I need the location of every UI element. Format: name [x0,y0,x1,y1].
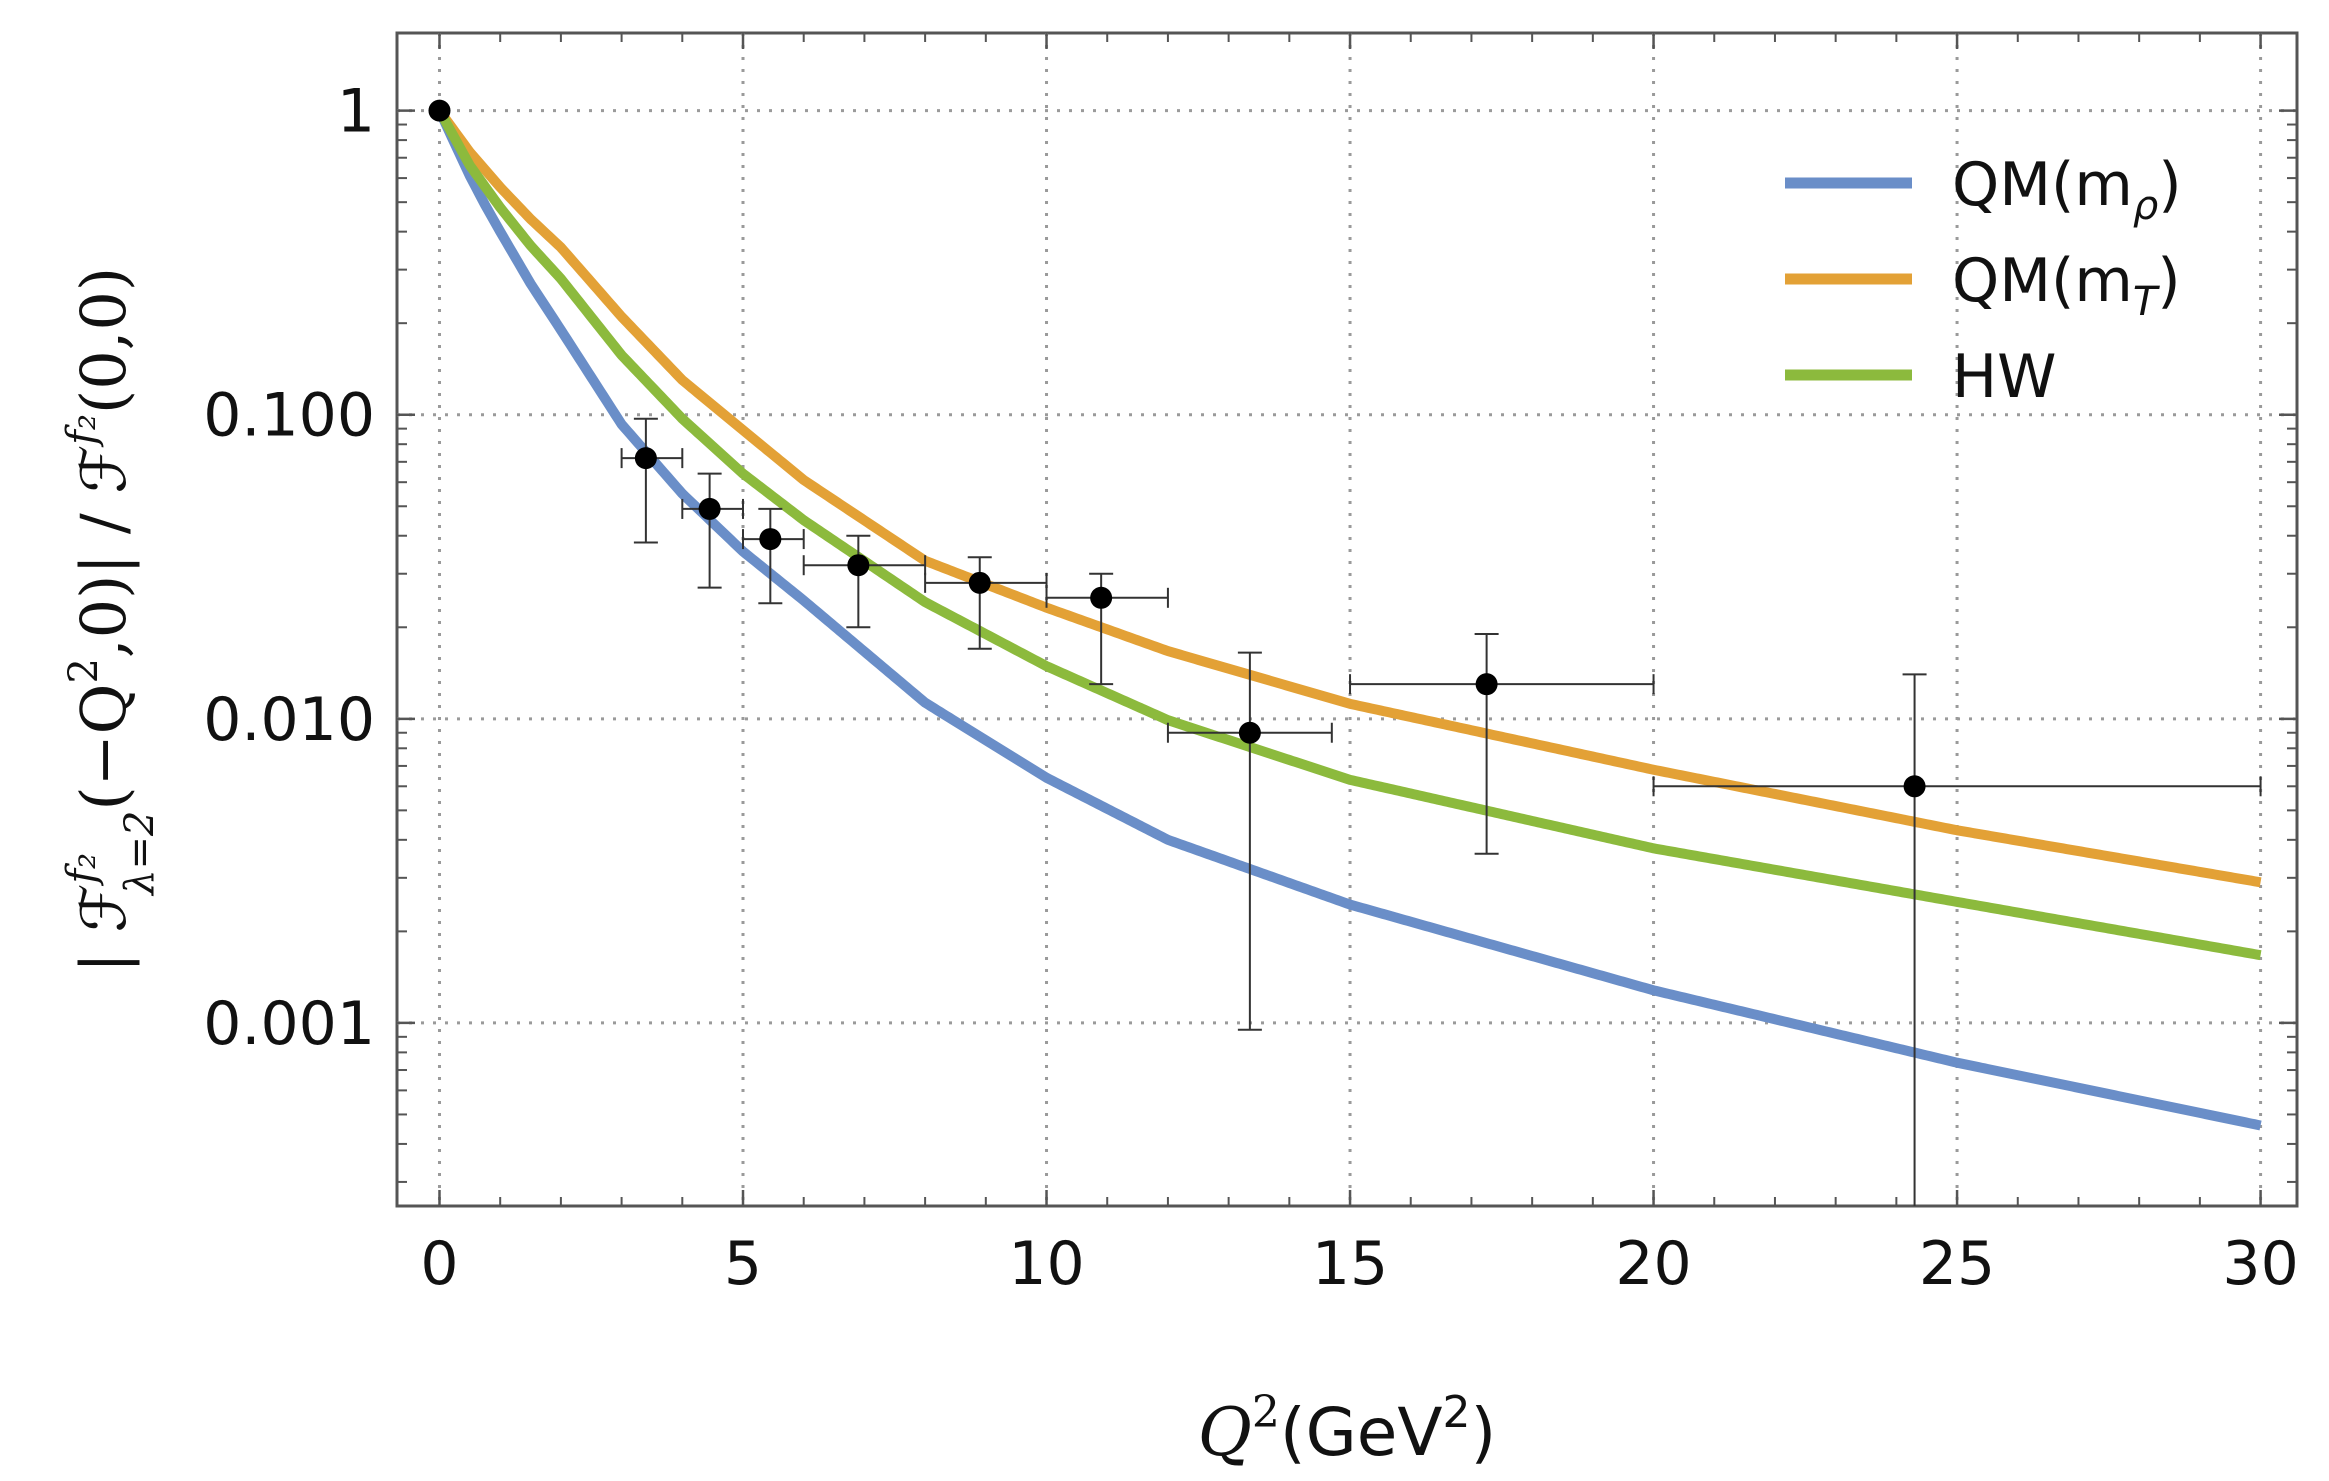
x-axis-title-unit-sup: 2 [1443,1387,1471,1438]
data-point-marker [1903,775,1926,798]
series-line-3 [435,108,2263,961]
legend-label-1: QM(mρ) [1952,150,2182,229]
legend-label-3: HW [1952,342,2056,412]
grid-layer [397,33,2297,1206]
y-axis-title-part4: (0,0) [67,267,140,414]
x-tick-label: 5 [724,1229,762,1299]
legend-label-main: HW [1952,342,2056,412]
data-point [1045,572,1169,686]
legend-label-close: ) [2157,246,2180,316]
legend-label-main: QM(m [1952,150,2133,220]
legend-label-sub: T [2133,279,2161,325]
data-point [742,507,805,605]
x-axis-title-unit: (GeV [1280,1394,1443,1471]
x-tick-label: 25 [1919,1229,1995,1299]
data-point [802,534,927,629]
x-axis-title-close: ) [1471,1394,1497,1471]
data-points-layer [428,99,2262,1206]
y-tick-label: 0.010 [203,685,375,755]
y-tick-label: 1 [337,77,375,147]
y-axis-title: | ℱf₂ λ=2(−Q2,0)| / ℱf₂(0,0) [59,267,163,973]
data-point-marker [1090,586,1113,609]
ticks-layer: 0 5 10 15 20 25 30 1 0.100 0.010 0.001 [203,33,2299,1299]
legend-label-sub: ρ [2133,183,2158,229]
x-tick-label: 0 [420,1229,458,1299]
data-point-marker [698,497,721,520]
data-point-marker [847,554,870,577]
data-point-marker [634,447,657,470]
series-line-2 [435,107,2263,888]
legend-label-2: QM(mT) [1952,246,2181,325]
x-axis-title: Q2(GeV2) [1198,1387,1497,1471]
y-axis-title-part3: ,0)| / ℱ [67,445,140,658]
y-tick-label: 0.100 [203,381,375,451]
data-point [1166,651,1333,1031]
x-tick-label: 20 [1615,1229,1691,1299]
data-point [428,99,451,122]
data-point-marker [1238,721,1261,744]
data-point-marker [968,571,991,594]
plot-frame [395,31,2299,1208]
data-point [924,556,1048,650]
series-line-1 [434,108,2263,1131]
x-axis-title-sup: 2 [1252,1387,1280,1438]
y-axis-title-sup1: f₂ [59,853,105,887]
x-axis-title-main: Q [1198,1394,1252,1471]
data-point [1349,633,1655,855]
data-point-marker [428,99,451,122]
x-tick-label: 30 [2222,1229,2298,1299]
data-point [681,472,745,589]
data-point-marker [1475,673,1498,696]
y-tick-label: 0.001 [203,989,375,1059]
y-axis-title-sup2: 2 [61,658,107,683]
y-axis-title-sup3: f₂ [59,414,105,448]
x-tick-label: 10 [1008,1229,1084,1299]
y-axis-title-sub1: λ=2 [117,811,163,897]
y-axis-title-part2: (−Q [67,684,140,811]
legend-label-main: QM(m [1952,246,2133,316]
x-tick-label: 15 [1312,1229,1388,1299]
y-axis-title-part1: | ℱ [67,884,140,973]
data-point [1652,673,2262,1206]
legend: QM(mρ)QM(mT)HW [1785,150,2182,412]
data-point-marker [759,528,782,551]
series-layer [434,107,2263,1131]
data-point [620,417,684,544]
legend-label-close: ) [2158,150,2181,220]
